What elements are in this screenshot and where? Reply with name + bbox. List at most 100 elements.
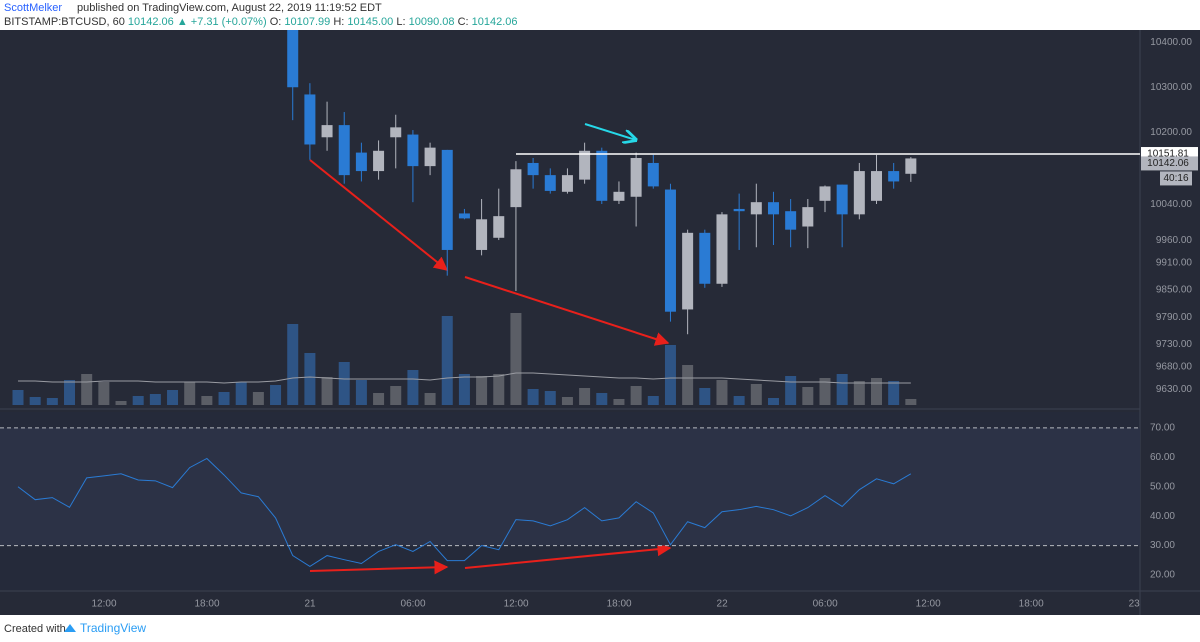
x-tick-label: 23	[1129, 599, 1141, 610]
candle-body	[510, 169, 522, 208]
ohlc-value: 10142.06	[472, 16, 518, 28]
volume-bar	[115, 401, 127, 405]
hline-label: 10151.81	[1147, 149, 1189, 160]
y-tick-label: 9960.00	[1156, 235, 1193, 246]
candle-body	[905, 158, 917, 174]
volume-bar	[493, 374, 505, 405]
volume-bar	[167, 390, 179, 405]
candle-body	[750, 202, 762, 215]
y-tick-label: 10300.00	[1150, 82, 1192, 93]
rsi-line	[17, 457, 912, 568]
last-price: 10142.06	[128, 16, 174, 28]
volume-bar	[905, 399, 917, 405]
countdown-box	[1160, 171, 1192, 186]
published: published on TradingView.com, August 22,…	[77, 2, 382, 14]
candle-body	[493, 216, 505, 238]
author[interactable]: ScottMelker	[4, 2, 62, 14]
volume-bar	[184, 382, 196, 405]
volume-bar	[853, 381, 865, 405]
candle-body	[561, 175, 573, 192]
volume-bar	[871, 378, 882, 405]
volume-bar	[441, 316, 453, 405]
volume-bar	[596, 393, 608, 405]
volume-bar	[888, 381, 900, 405]
candle-body	[853, 171, 865, 215]
last-price-box	[1141, 156, 1198, 171]
arrow	[309, 159, 449, 271]
volume-bar	[819, 378, 831, 405]
candle-body	[871, 171, 882, 201]
price-panel	[12, 30, 917, 405]
volume-bar	[407, 370, 419, 405]
volume-bar	[767, 398, 779, 405]
volume-bar	[630, 386, 642, 405]
ohlc-value: 10145.00	[347, 16, 393, 28]
arrow	[464, 276, 670, 346]
candle-body	[647, 162, 659, 187]
rsi-tick-label: 50.00	[1150, 481, 1175, 492]
x-tick-label: 06:00	[401, 599, 426, 610]
y-tick-label: 9850.00	[1156, 285, 1193, 296]
candle-body	[579, 150, 591, 180]
volume-bar	[64, 380, 76, 405]
rsi-tick-label: 70.00	[1150, 423, 1175, 434]
candle-body	[476, 219, 488, 250]
volume-bar	[733, 396, 745, 405]
volume-bar	[132, 396, 144, 405]
volume-bar	[252, 392, 264, 405]
footer-brand: TradingView	[80, 621, 146, 635]
x-tick-label: 21	[304, 599, 316, 610]
rsi-tick-label: 20.00	[1150, 570, 1175, 581]
candle-body	[304, 94, 316, 145]
rsi-tick-label: 60.00	[1150, 452, 1175, 463]
candle-body	[699, 232, 711, 284]
last-price-label: 10142.06	[1147, 158, 1189, 169]
x-tick-label: 12:00	[916, 599, 941, 610]
x-tick-label: 18:00	[195, 599, 220, 610]
candle-body	[544, 175, 556, 191]
volume-bar	[750, 384, 762, 405]
symbol: BITSTAMP:BTCUSD, 60	[4, 16, 125, 28]
volume-bar	[338, 362, 350, 405]
rsi-tick-label: 40.00	[1150, 511, 1175, 522]
candle-body	[527, 162, 539, 176]
x-tick-label: 12:00	[504, 599, 529, 610]
volume-bar	[321, 377, 333, 405]
volume-bar	[836, 374, 848, 405]
volume-bar	[29, 397, 41, 405]
candle-body	[373, 150, 385, 172]
candle-body	[338, 125, 350, 176]
candle-body	[733, 208, 745, 212]
volume-bar	[46, 398, 58, 405]
candle-body	[407, 134, 419, 167]
volume-bar	[424, 393, 436, 405]
change-arrow: ▲	[177, 16, 188, 28]
symbol-header: BITSTAMP:BTCUSD, 60 10142.06 ▲ +7.31 (+0…	[4, 16, 518, 28]
ohlc-label: H:	[333, 16, 344, 28]
volume-bar	[235, 382, 247, 405]
volume-bar	[12, 390, 24, 405]
volume-bar	[682, 365, 694, 405]
candle-body	[888, 171, 900, 182]
arrow	[309, 560, 449, 575]
volume-bar	[287, 324, 299, 405]
volume-bar	[510, 313, 522, 405]
candle-body	[596, 150, 608, 201]
volume-bar	[699, 388, 711, 405]
candle-body	[613, 191, 625, 201]
candle-body	[441, 149, 453, 250]
ohlc-label: L:	[396, 16, 405, 28]
y-tick-label: 9730.00	[1156, 339, 1193, 350]
volume-bar	[270, 385, 282, 405]
candle-body	[458, 213, 470, 219]
volume-bar	[785, 376, 797, 405]
volume-bar	[304, 353, 316, 405]
change: +7.31 (+0.07%)	[191, 16, 267, 28]
ohlc-value: 10107.99	[284, 16, 330, 28]
candle-body	[836, 184, 848, 215]
footer-created: Created with	[4, 623, 66, 635]
arrow	[464, 542, 672, 569]
candle-body	[630, 158, 642, 197]
y-tick-label: 10400.00	[1150, 37, 1192, 48]
